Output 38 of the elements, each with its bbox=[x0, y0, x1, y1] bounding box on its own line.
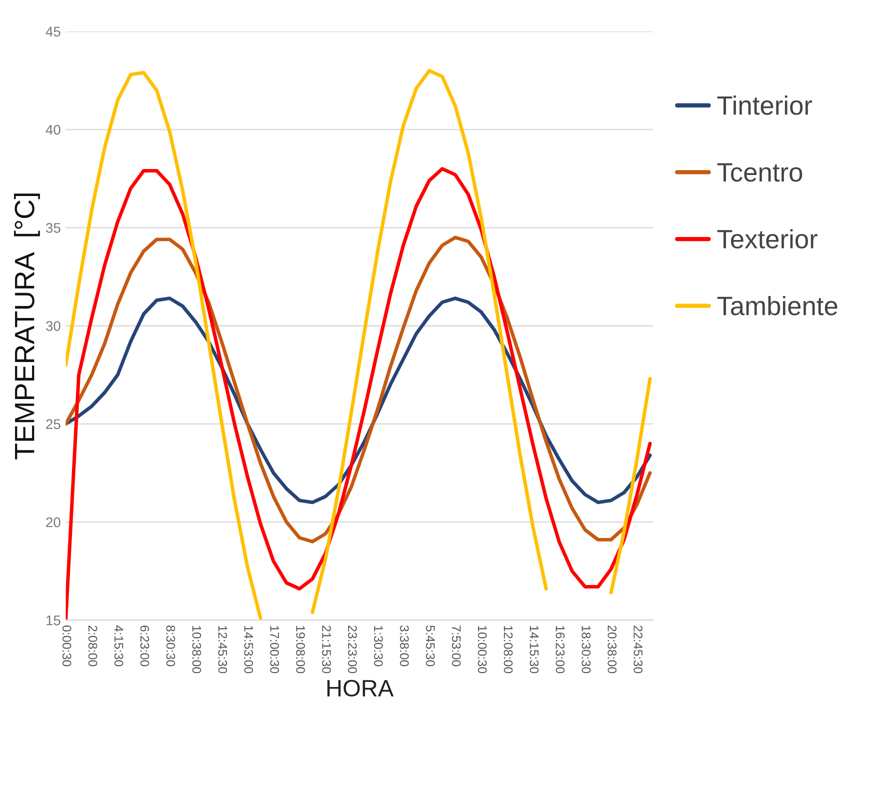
x-tick-label: 19:08:00 bbox=[296, 626, 305, 674]
x-tick-label: 5:45:30 bbox=[426, 626, 435, 666]
x-tick-label: 18:30:30 bbox=[582, 626, 591, 674]
x-tick-label: 20:38:00 bbox=[608, 626, 617, 674]
line-series bbox=[66, 167, 652, 620]
y-tick-label: 35 bbox=[46, 222, 60, 233]
legend-label: Tinterior bbox=[717, 95, 812, 115]
y-tick-label: 40 bbox=[46, 124, 60, 135]
y-tick-label: 30 bbox=[46, 321, 60, 331]
x-tick-label: 4:15:30 bbox=[114, 625, 124, 666]
line-series bbox=[66, 236, 652, 544]
legend-label: Tambiente bbox=[717, 296, 838, 316]
x-tick-label: 1:30:30 bbox=[374, 626, 383, 666]
x-tick-label: 12:08:00 bbox=[504, 626, 513, 674]
y-tick-label: 20 bbox=[46, 517, 60, 528]
x-tick-label: 7:53:00 bbox=[452, 626, 461, 666]
x-tick-label: 0:00:30 bbox=[62, 626, 72, 666]
x-tick-label: 2:08:00 bbox=[88, 626, 98, 666]
x-tick-label: 8:30:30 bbox=[166, 626, 176, 666]
x-tick-label: 16:23:00 bbox=[556, 626, 565, 674]
y-axis-title: TEMPERATURA [°C] bbox=[14, 194, 40, 460]
x-axis-title: HORA bbox=[327, 680, 394, 697]
y-tick-label: 15 bbox=[46, 616, 60, 626]
y-tick-label: 25 bbox=[46, 419, 60, 430]
legend-label: Texterior bbox=[717, 229, 818, 249]
x-tick-label: 3:38:00 bbox=[400, 625, 409, 666]
legend-label: Tcentro bbox=[717, 163, 802, 182]
x-tick-label: 22:45:30 bbox=[634, 626, 643, 674]
x-tick-label: 6:23:00 bbox=[140, 626, 150, 666]
y-tick-label: 45 bbox=[46, 26, 60, 37]
x-tick-label: 12:45:30 bbox=[218, 626, 228, 674]
x-tick-label: 14:15:30 bbox=[530, 626, 539, 674]
x-tick-label: 23:23:00 bbox=[348, 626, 357, 674]
x-tick-label: 14:53:00 bbox=[244, 626, 254, 674]
x-tick-label: 17:00:30 bbox=[270, 626, 279, 674]
x-tick-label: 10:00:30 bbox=[478, 626, 487, 674]
x-tick-label: 21:15:30 bbox=[322, 626, 331, 674]
x-tick-label: 10:38:00 bbox=[192, 626, 202, 674]
